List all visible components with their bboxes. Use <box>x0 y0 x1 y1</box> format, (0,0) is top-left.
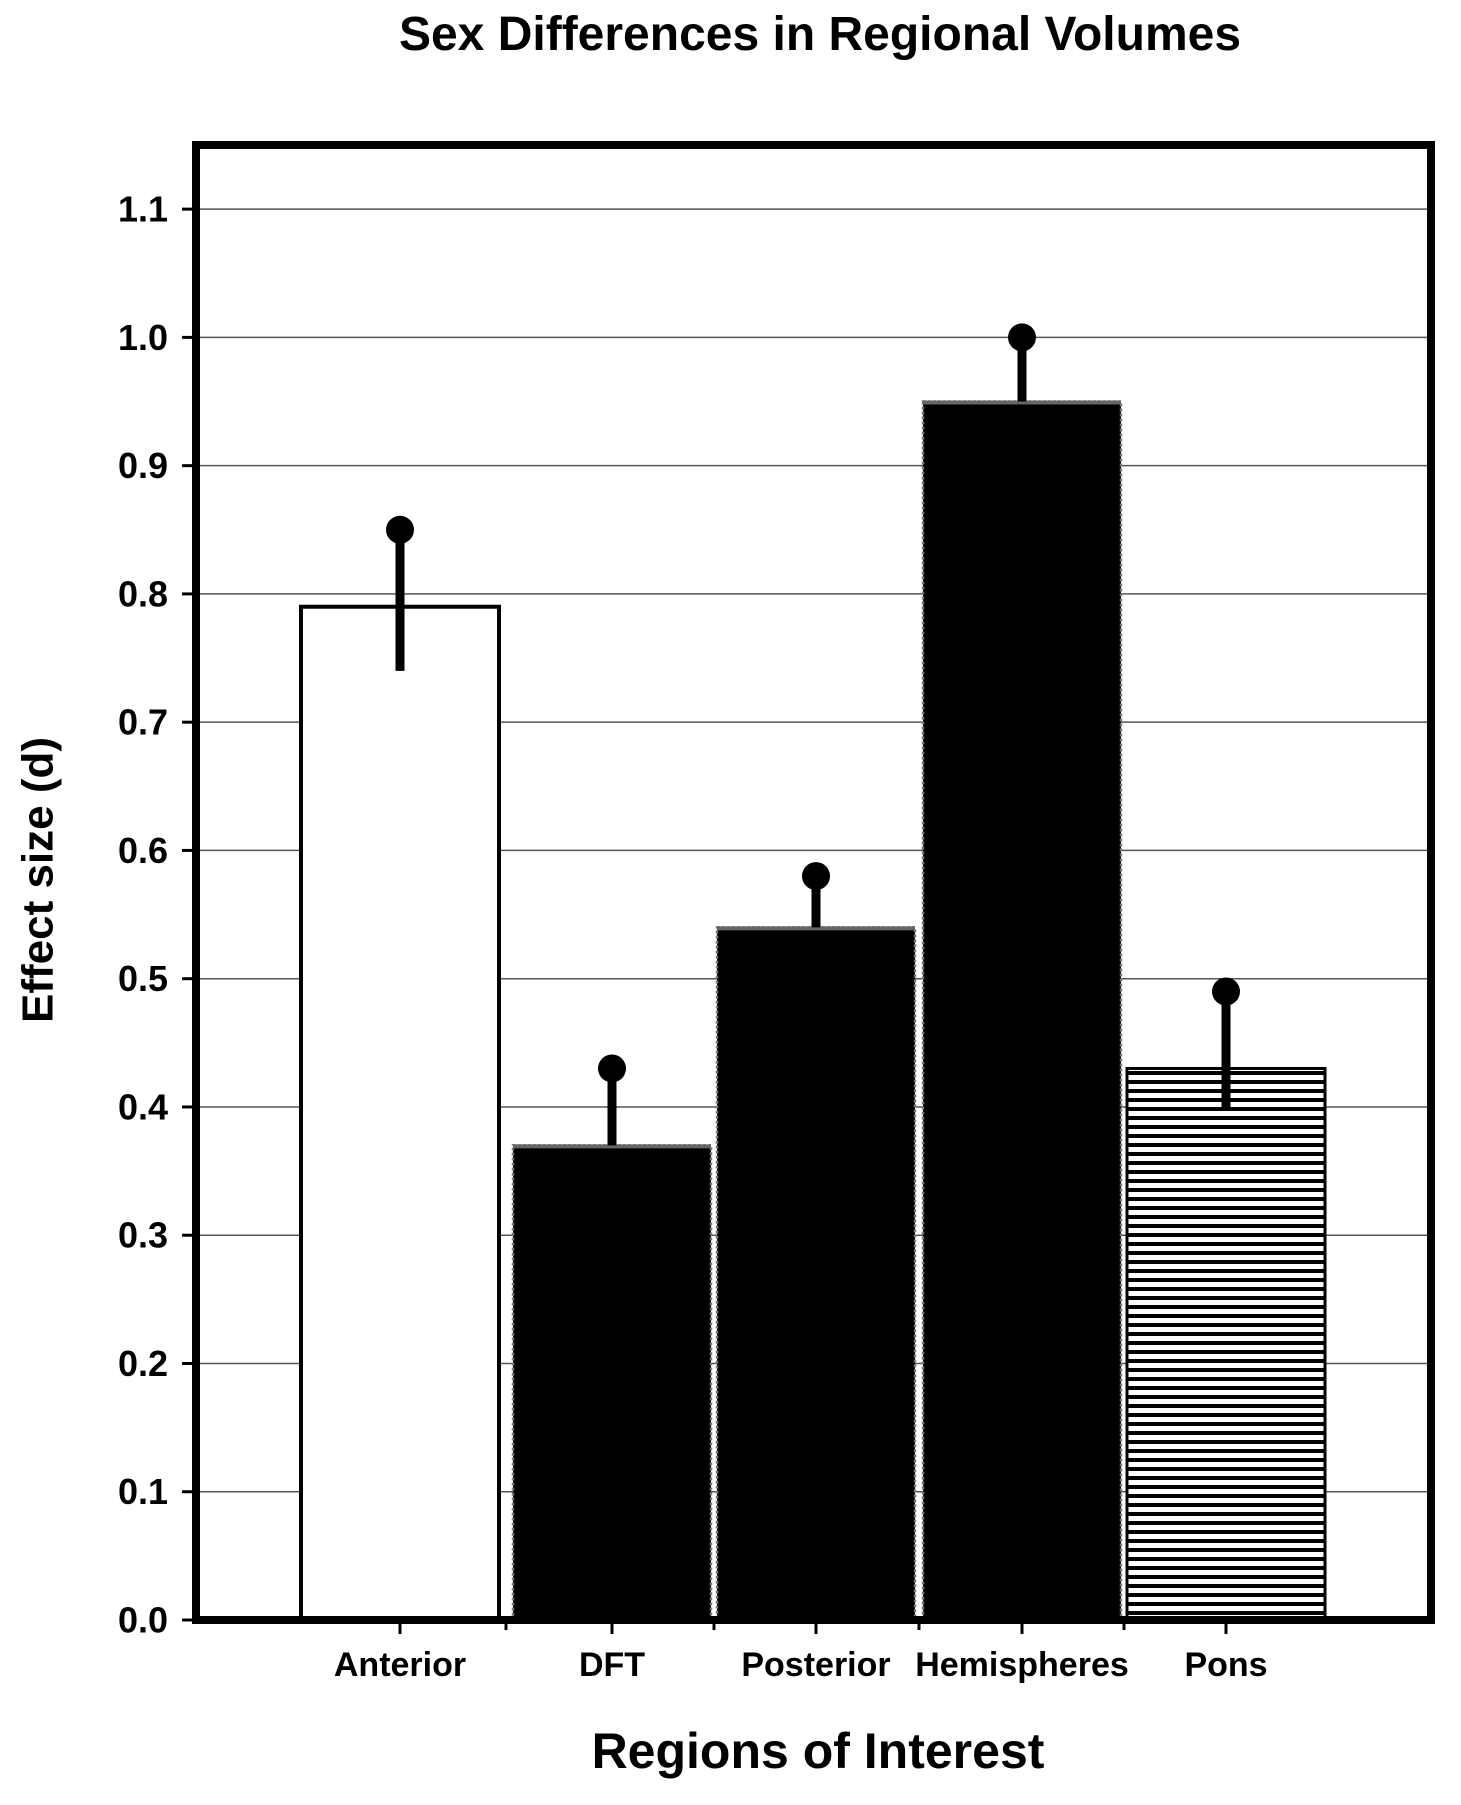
y-tick-label: 1.0 <box>118 317 168 358</box>
y-tick-label: 0.2 <box>118 1343 168 1384</box>
x-tick-label: Anterior <box>334 1646 466 1684</box>
bars <box>299 400 1327 1622</box>
error-cap-dot <box>1212 977 1240 1006</box>
bar-hemispheres <box>921 400 1123 1622</box>
chart-title: Sex Differences in Regional Volumes <box>399 8 1241 61</box>
y-tick-label: 0.5 <box>118 958 168 999</box>
error-bars <box>386 323 1240 1146</box>
x-tick-label: Pons <box>1184 1646 1267 1684</box>
bar-posterior <box>715 926 917 1622</box>
y-tick-label: 0.6 <box>118 830 168 871</box>
error-cap-dot <box>386 515 414 544</box>
x-tick-label: Posterior <box>741 1646 890 1684</box>
y-tick-label: 1.1 <box>118 189 168 230</box>
x-axis-label: Regions of Interest <box>592 1723 1045 1779</box>
x-tick-label: Hemispheres <box>915 1646 1129 1684</box>
error-cap-dot <box>1008 323 1036 352</box>
bar-dft <box>511 1144 713 1622</box>
y-tick-label: 0.9 <box>118 445 168 486</box>
x-tick-label: DFT <box>579 1646 645 1684</box>
y-axis-label: Effect size (d) <box>14 737 63 1023</box>
y-tick-label: 0.8 <box>118 573 168 614</box>
error-cap-dot <box>598 1054 626 1083</box>
y-tick-label: 0.1 <box>118 1471 168 1512</box>
bar-pons <box>1125 1066 1327 1622</box>
y-tick-label: 0.7 <box>118 702 168 743</box>
y-tick-label: 0.4 <box>118 1086 168 1127</box>
error-cap-dot <box>802 862 830 891</box>
y-tick-label: 0.3 <box>118 1215 168 1256</box>
plot-frame <box>192 141 1435 1624</box>
axes: 0.0 0.1 0.2 0.3 0.4 0.5 0.6 0.7 0.8 0.9 1.0 1.1 Ante… <box>118 189 1268 1684</box>
y-tick-label: 0.0 <box>118 1600 168 1641</box>
bar-anterior <box>299 604 501 1622</box>
